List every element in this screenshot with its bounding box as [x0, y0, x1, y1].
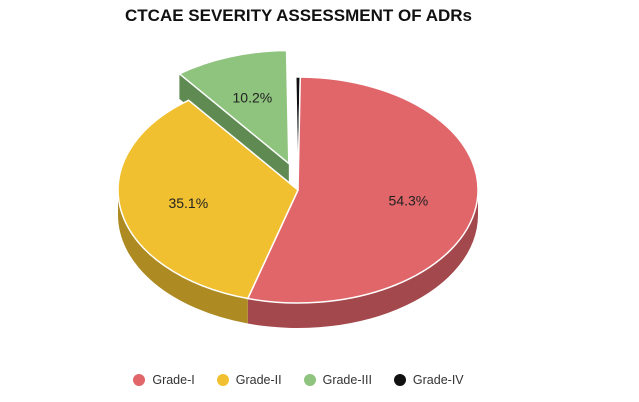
- data-label-grade-iii: 10.2%: [233, 89, 273, 105]
- legend-item-grade-iii: Grade-III: [303, 373, 372, 387]
- data-label-grade-i: 54.3%: [389, 192, 429, 208]
- legend-swatch-grade-ii: [216, 374, 229, 386]
- legend-label-grade-i: Grade-I: [152, 373, 195, 387]
- legend-item-grade-ii: Grade-II: [216, 373, 282, 387]
- chart-title: CTCAE SEVERITY ASSESSMENT OF ADRs: [125, 6, 472, 25]
- slice-side-grade-i: [247, 190, 478, 328]
- legend-swatch-grade-iv: [393, 374, 406, 386]
- pie-slice-grade-iii: [178, 49, 290, 166]
- legend-label-grade-iv: Grade-IV: [412, 373, 464, 387]
- legend-label-grade-iii: Grade-III: [322, 373, 372, 387]
- legend-item-grade-i: Grade-I: [133, 373, 195, 387]
- legend-item-grade-iv: Grade-IV: [393, 373, 464, 387]
- chart-legend: Grade-I Grade-II Grade-III Grade-IV: [0, 373, 597, 387]
- pie-slices: [117, 49, 479, 304]
- slice-side-grade-ii: [117, 189, 248, 324]
- pie-slice-grade-ii: [117, 99, 299, 300]
- legend-swatch-grade-iii: [303, 374, 316, 386]
- data-label-grade-ii: 35.1%: [168, 195, 208, 211]
- legend-swatch-grade-i: [133, 374, 146, 386]
- pie-slice-grade-i: [246, 76, 479, 304]
- pie-data-labels: 54.3% 35.1% 10.2%: [168, 89, 428, 211]
- pie-chart: 54.3% 35.1% 10.2%: [117, 49, 479, 328]
- legend-label-grade-ii: Grade-II: [235, 373, 282, 387]
